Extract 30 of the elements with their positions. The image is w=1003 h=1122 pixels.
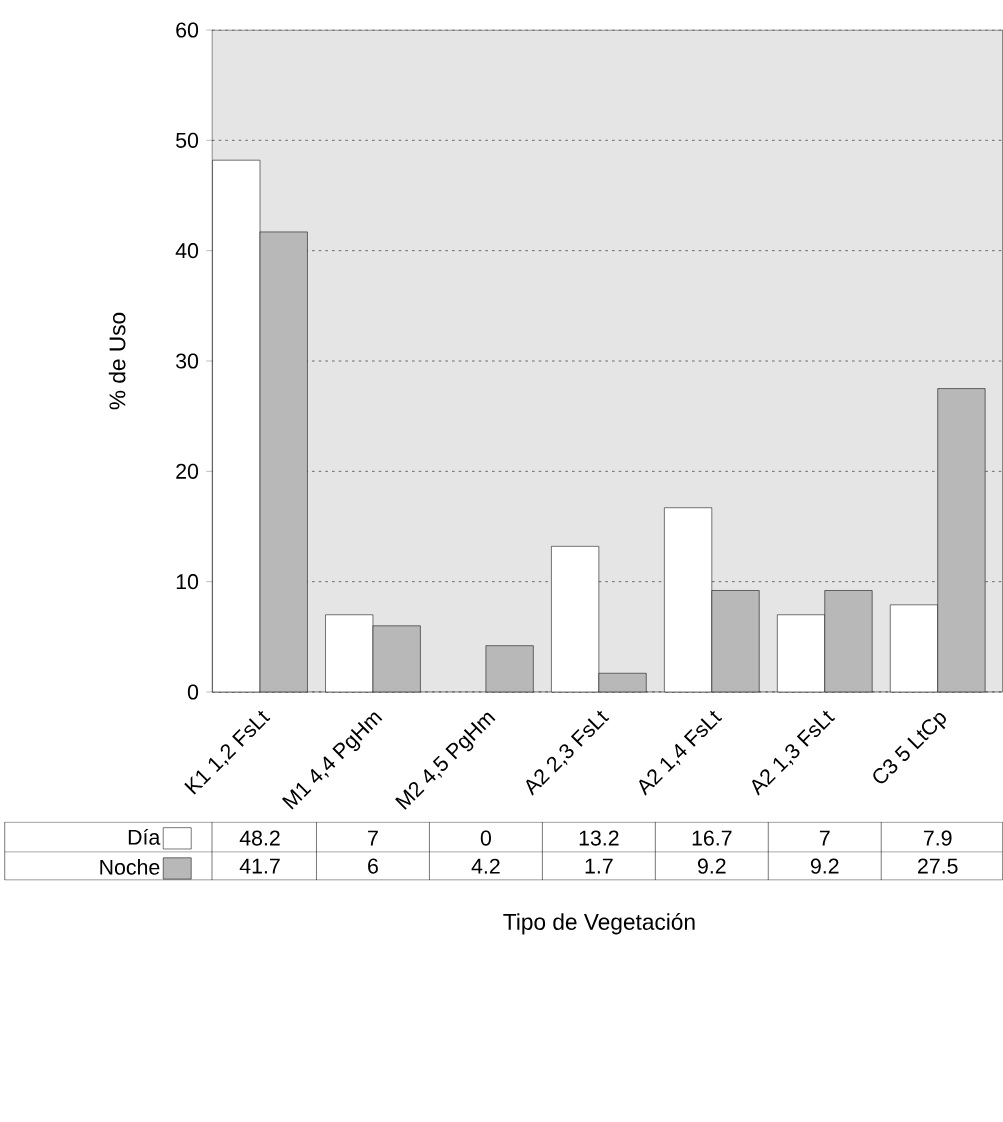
legend-label: Noche	[100, 859, 160, 875]
y-tick-label: 0	[187, 684, 199, 700]
data-label: 16.7	[692, 830, 732, 846]
data-label: 6	[368, 858, 378, 874]
y-axis-title: % de Uso	[108, 312, 126, 410]
y-tick-label: 50	[176, 132, 199, 148]
data-label: 7.9	[923, 830, 952, 846]
y-tick-label: 10	[176, 574, 199, 590]
legend-label: Día	[128, 828, 161, 845]
data-label: 48.2	[239, 830, 280, 846]
x-tick-label: A2 1,4 FsLt	[639, 710, 723, 796]
data-label: 7	[819, 830, 830, 846]
x-tick-label: A2 2,3 FsLt	[526, 710, 610, 796]
data-label: 13.2	[579, 830, 619, 846]
y-tick-label: 40	[175, 243, 199, 259]
y-tick-label: 30	[176, 353, 199, 369]
data-label: 41.7	[239, 858, 280, 874]
data-label: 9.2	[697, 858, 726, 874]
y-tick-label: 60	[176, 22, 199, 38]
x-tick-label: A2 1,3 FsLt	[752, 710, 836, 796]
y-tick-label: 20	[176, 463, 199, 479]
x-axis-title: Tipo de Vegetación	[503, 913, 695, 935]
data-label: 0	[480, 830, 491, 846]
x-tick-label: K1 1,2 FsLt	[184, 710, 271, 795]
data-label: 4.2	[471, 858, 500, 874]
data-label: 27.5	[918, 858, 958, 874]
x-tick-label: C3 5 LtCp	[873, 712, 947, 784]
data-label: 1.7	[585, 858, 613, 874]
data-label: 9.2	[810, 858, 839, 874]
data-label: 7	[368, 830, 378, 846]
